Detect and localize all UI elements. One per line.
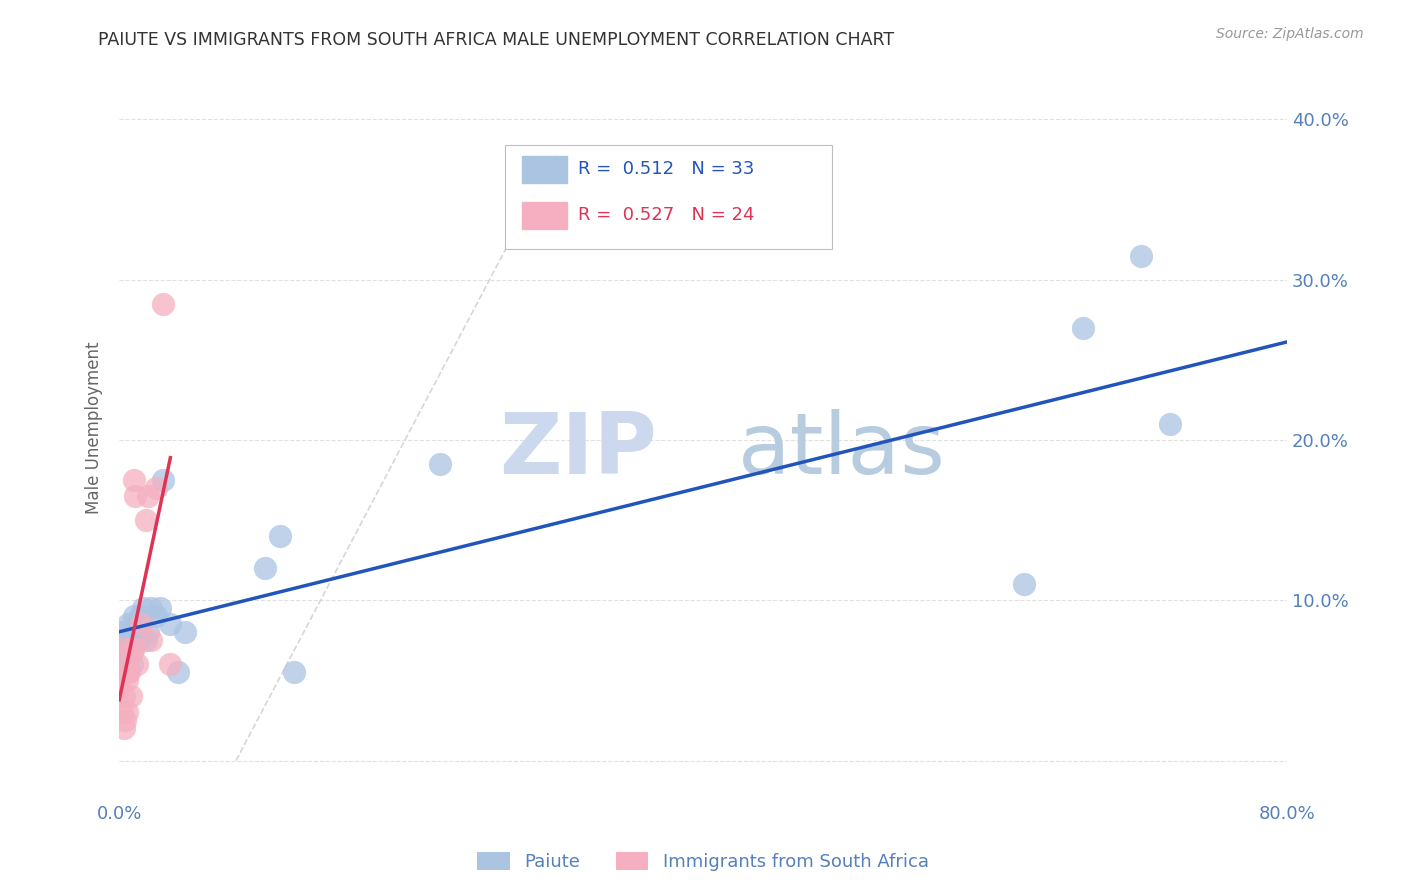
Point [117,617,139,632]
Point [112,641,135,656]
Point [120,690,142,704]
Bar [522,202,567,229]
Point [118,641,141,656]
Point [174,625,197,640]
Point [1014,577,1036,591]
Point [111,633,134,648]
Bar [522,156,567,183]
Point [129,617,152,632]
Point [112,722,135,736]
Point [117,665,139,680]
Point [115,706,138,720]
Point [122,609,145,624]
Text: PAIUTE VS IMMIGRANTS FROM SOUTH AFRICA MALE UNEMPLOYMENT CORRELATION CHART: PAIUTE VS IMMIGRANTS FROM SOUTH AFRICA M… [98,31,894,49]
Point [145,481,167,495]
Point [152,296,174,310]
Point [131,601,153,615]
Point [135,513,157,527]
Point [149,601,172,615]
Point [121,657,143,672]
Point [124,489,146,503]
Point [118,665,141,680]
Legend: Paiute, Immigrants from South Africa: Paiute, Immigrants from South Africa [470,845,936,879]
Point [110,649,132,664]
Point [159,657,181,672]
Point [115,657,138,672]
Point [114,649,136,664]
Point [122,641,145,656]
Point [166,665,188,680]
Point [110,625,132,640]
Point [429,457,451,471]
Point [1159,417,1181,431]
Point [127,633,149,648]
Point [145,609,167,624]
Point [269,529,291,543]
Point [124,625,146,640]
Point [122,473,145,487]
Point [159,617,181,632]
Point [254,561,277,575]
Point [112,690,135,704]
Point [141,601,163,615]
Text: R =  0.512   N = 33: R = 0.512 N = 33 [578,161,755,178]
Point [138,625,160,640]
Point [1071,320,1094,334]
Y-axis label: Male Unemployment: Male Unemployment [86,342,103,514]
Point [125,617,148,632]
Point [111,706,134,720]
FancyBboxPatch shape [505,145,831,249]
Point [129,617,152,632]
Point [141,633,163,648]
Text: atlas: atlas [738,409,946,491]
Text: Source: ZipAtlas.com: Source: ZipAtlas.com [1216,27,1364,41]
Point [114,714,136,728]
Point [283,665,305,680]
Point [115,673,138,688]
Point [121,644,143,658]
Point [108,681,131,696]
Point [152,473,174,487]
Point [114,641,136,656]
Point [1130,248,1153,262]
Point [138,489,160,503]
Point [125,657,148,672]
Point [135,633,157,648]
Text: ZIP: ZIP [499,409,657,491]
Text: R =  0.527   N = 24: R = 0.527 N = 24 [578,206,755,225]
Point [120,633,142,648]
Point [128,609,150,624]
